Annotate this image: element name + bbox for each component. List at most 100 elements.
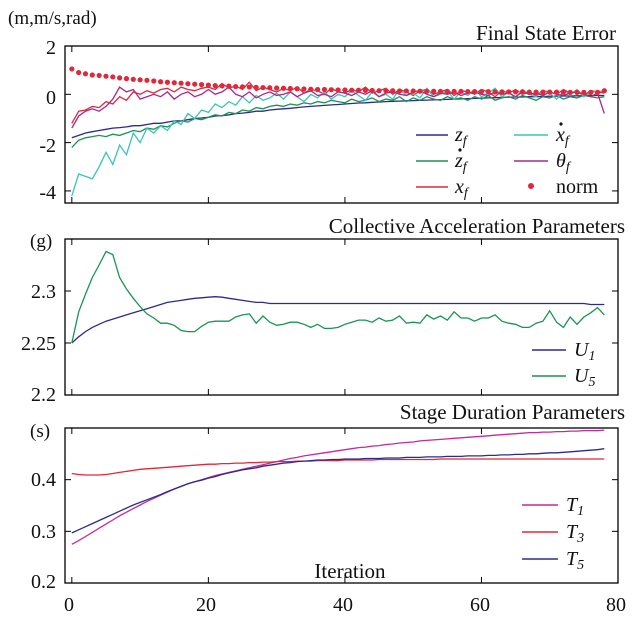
- x-tick-label: 0: [64, 594, 74, 616]
- data-point-norm: [137, 77, 143, 83]
- plot-frame: [64, 238, 619, 396]
- panel-title: Stage Duration Parameters: [400, 400, 625, 424]
- axis-ticks: [65, 428, 619, 584]
- data-point-norm: [594, 89, 601, 95]
- data-point-norm: [553, 89, 560, 95]
- data-point-norm: [239, 84, 246, 90]
- data-point-norm: [89, 72, 95, 78]
- data-point-norm: [506, 89, 512, 95]
- y-tick-label: 0.2: [31, 571, 56, 593]
- panel-title: Collective Acceleration Parameters: [329, 214, 625, 238]
- data-point-norm: [458, 88, 464, 95]
- panel-stage-duration: (s) Stage Duration Parameters 0.4 0.3 0.…: [30, 400, 626, 616]
- data-point-norm: [547, 89, 553, 95]
- data-point-norm: [567, 89, 573, 95]
- data-point-norm: [540, 89, 546, 95]
- data-point-norm: [355, 87, 362, 93]
- data-point-norm: [424, 88, 430, 94]
- data-point-norm: [123, 76, 130, 82]
- series-line-u5: [71, 250, 605, 344]
- data-point-norm: [157, 79, 164, 85]
- data-point-norm: [574, 89, 580, 95]
- data-point-norm: [396, 88, 403, 94]
- data-point-norm: [499, 89, 505, 95]
- data-point-norm: [410, 88, 416, 94]
- data-point-norm: [253, 84, 259, 90]
- data-point-norm: [512, 89, 519, 95]
- data-point-norm: [185, 81, 191, 87]
- data-point-norm: [82, 71, 89, 77]
- data-point-norm: [560, 89, 566, 95]
- series-line-xf-dot: [71, 87, 605, 196]
- axis-ticks: [65, 239, 619, 396]
- x-tick-label: 40: [333, 594, 353, 616]
- data-point-norm: [485, 89, 491, 95]
- legend-label: U1: [574, 339, 595, 364]
- data-point-norm: [390, 88, 396, 94]
- x-axis-label: Iteration: [314, 559, 386, 583]
- data-point-norm: [178, 80, 184, 86]
- legend-label: zf: [454, 150, 469, 175]
- data-point-norm: [417, 88, 423, 94]
- data-point-norm: [294, 86, 300, 92]
- panel-final-state-error: (m,m/s,rad) Final State Error 2 0 -2 -4 …: [8, 8, 619, 204]
- data-point-norm: [164, 79, 171, 85]
- data-point-norm: [96, 72, 102, 79]
- y-tick-label: 0.3: [31, 521, 56, 543]
- data-point-norm: [212, 83, 218, 89]
- legend: T1 T3 T5: [522, 494, 584, 573]
- legend-label: xf: [555, 124, 571, 149]
- data-point-norm: [103, 73, 109, 79]
- data-point-norm: [335, 87, 341, 93]
- data-point-norm: [342, 87, 348, 93]
- data-point-norm: [246, 84, 252, 90]
- data-point-norm: [287, 85, 293, 92]
- legend-label: T5: [566, 548, 584, 573]
- legend-label: T3: [566, 521, 584, 546]
- data-point-norm: [192, 81, 198, 87]
- data-point-norm: [581, 89, 587, 95]
- data-point-norm: [315, 86, 321, 93]
- y-unit-label: (m,m/s,rad): [8, 8, 97, 29]
- data-point-norm: [349, 87, 355, 93]
- data-point-norm: [478, 89, 485, 95]
- legend-marker: [528, 183, 534, 189]
- series-group: [71, 429, 605, 545]
- series-line-zf-dot: [71, 94, 605, 148]
- y-tick-label: 2.25: [21, 333, 56, 355]
- data-point-norm: [76, 69, 82, 76]
- data-point-norm: [526, 89, 532, 95]
- data-point-norm: [328, 87, 334, 93]
- legend-label: U5: [574, 365, 595, 390]
- y-tick-label: -4: [39, 182, 56, 204]
- x-tick-label: 80: [606, 594, 626, 616]
- data-point-norm: [533, 89, 539, 95]
- data-point-norm: [588, 89, 594, 95]
- data-point-norm: [117, 75, 123, 81]
- legend-dot-accent: [559, 122, 563, 126]
- panel-collective-acceleration: (g) Collective Acceleration Parameters 2…: [21, 214, 625, 406]
- panel-title: Final State Error: [476, 21, 616, 45]
- data-point-norm: [130, 76, 136, 82]
- y-tick-label: 2.3: [31, 281, 56, 303]
- legend-label: θf: [556, 150, 572, 175]
- y-tick-label: 0: [46, 87, 56, 109]
- data-point-norm: [267, 85, 273, 91]
- data-point-norm: [472, 89, 478, 95]
- x-tick-label: 60: [470, 594, 490, 616]
- y-tick-label: 0.4: [31, 469, 56, 491]
- data-point-norm: [151, 78, 157, 84]
- series-group: [71, 250, 605, 344]
- data-point-norm: [465, 89, 471, 95]
- data-point-norm: [376, 88, 382, 94]
- legend-label: norm: [556, 176, 599, 198]
- data-point-norm: [171, 80, 177, 86]
- legend-label: xf: [454, 176, 470, 201]
- data-point-norm: [519, 89, 526, 95]
- data-point-norm: [144, 77, 150, 83]
- y-tick-label: 2.2: [31, 384, 56, 406]
- data-point-norm: [280, 85, 287, 91]
- series-line-t3: [71, 458, 605, 476]
- legend-label: zf: [454, 124, 469, 149]
